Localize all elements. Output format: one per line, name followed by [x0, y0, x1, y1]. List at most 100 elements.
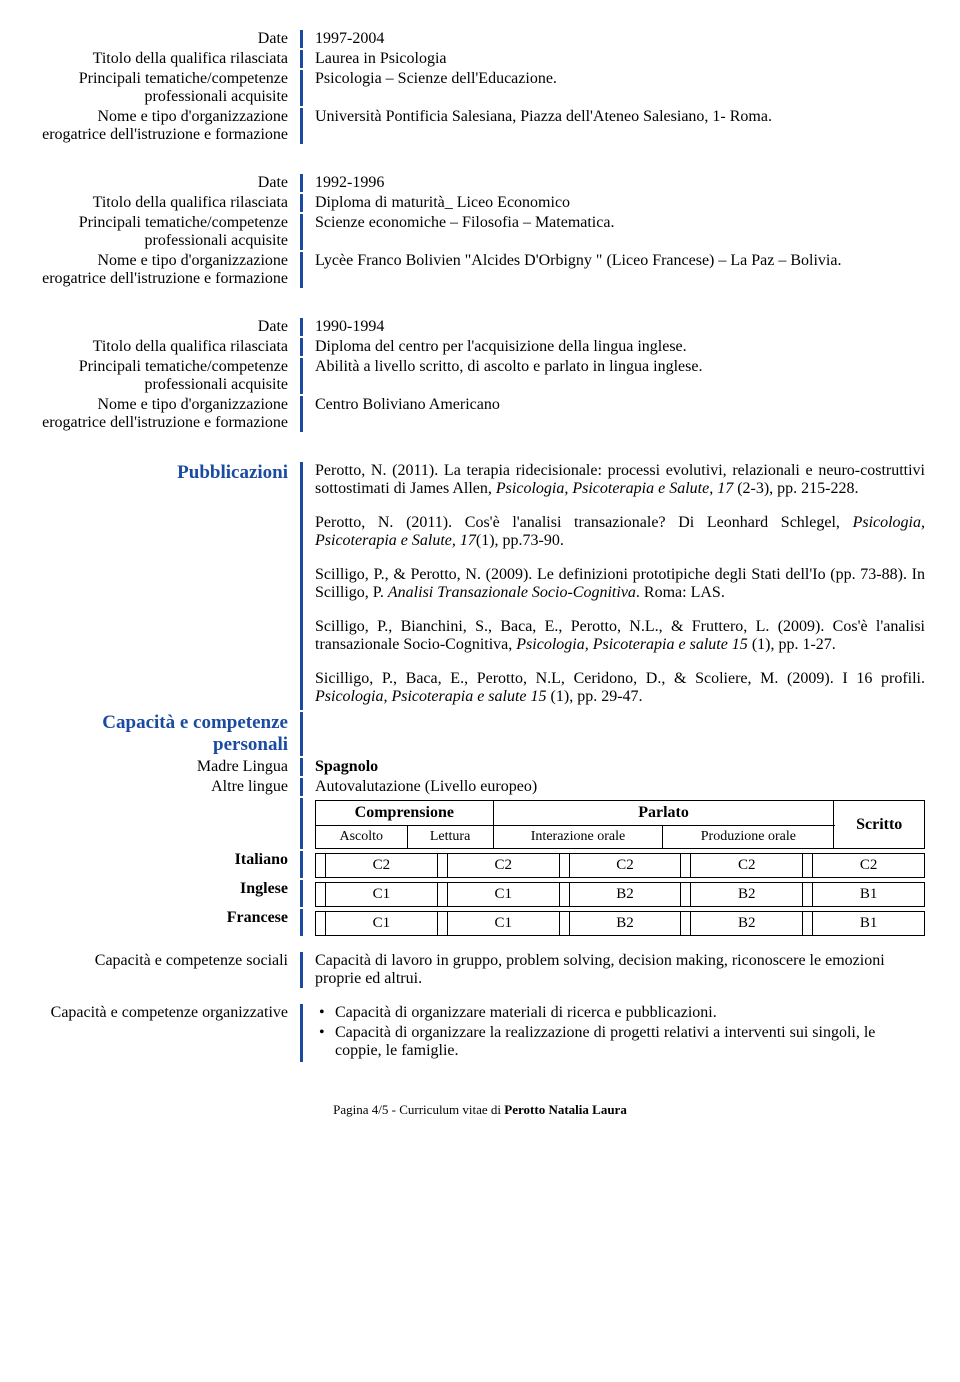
- col-parlato: Parlato: [493, 801, 834, 826]
- social-skills-row: Capacità e competenze sociali Capacità d…: [35, 952, 925, 988]
- edu2-date-row: Date 1992-1996: [35, 174, 925, 192]
- publications-header-row: Pubblicazioni Perotto, N. (2011). La ter…: [35, 462, 925, 710]
- pub1-italic: Psicologia, Psicoterapia e Salute, 17: [496, 480, 737, 497]
- edu3-subjects-value: Abilità a livello scritto, di ascolto e …: [303, 358, 925, 394]
- lang-it-cells: C2 C2 C2 C2 C2: [303, 851, 925, 878]
- en-ascolto: C1: [326, 883, 438, 907]
- pub2-tail: (1), pp.73-90.: [476, 532, 564, 549]
- org-skills-value: Capacità di organizzare materiali di ric…: [303, 1004, 925, 1062]
- lang-italian-label: Italiano: [35, 851, 300, 878]
- edu2-org-value: Lycèe Franco Bolivien "Alcides D'Orbigny…: [303, 252, 925, 288]
- edu1-title-label: Titolo della qualifica rilasciata: [35, 50, 300, 68]
- edu3-date-row: Date 1990-1994: [35, 318, 925, 336]
- pub5-text: Sicilligo, P., Baca, E., Perotto, N.L, C…: [315, 670, 925, 687]
- edu3-org-row: Nome e tipo d'organizzazione erogatrice …: [35, 396, 925, 432]
- edu2-title-label: Titolo della qualifica rilasciata: [35, 194, 300, 212]
- lang-fr-table: C1 C1 B2 B2 B1: [315, 911, 925, 936]
- edu3-title-row: Titolo della qualifica rilasciata Diplom…: [35, 338, 925, 356]
- mother-tongue-row: Madre Lingua Spagnolo: [35, 758, 925, 776]
- page-footer: Pagina 4/5 - Curriculum vitae di Perotto…: [35, 1102, 925, 1118]
- language-table-row: Comprensione Parlato Scritto Ascolto Let…: [35, 798, 925, 849]
- fr-lettura: C1: [447, 912, 559, 936]
- edu1-org-label: Nome e tipo d'organizzazione erogatrice …: [35, 108, 300, 144]
- edu3-title-value: Diploma del centro per l'acquisizione de…: [303, 338, 925, 356]
- skills-header-row: Capacità e competenze personali: [35, 712, 925, 756]
- lang-subheader-row: Ascolto Lettura Interazione orale Produz…: [316, 826, 925, 849]
- it-scritto: C2: [813, 854, 925, 878]
- mother-tongue-label: Madre Lingua: [35, 758, 300, 776]
- en-scritto: B1: [813, 883, 925, 907]
- edu2-org-row: Nome e tipo d'organizzazione erogatrice …: [35, 252, 925, 288]
- col-comprensione: Comprensione: [316, 801, 494, 826]
- other-languages-row: Altre lingue Autovalutazione (Livello eu…: [35, 778, 925, 796]
- pub4-tail: (1), pp. 1-27.: [752, 636, 836, 653]
- pub3-italic: Analisi Transazionale Socio-Cognitiva: [388, 584, 636, 601]
- edu3-date-value: 1990-1994: [303, 318, 925, 336]
- en-prod: B2: [691, 883, 803, 907]
- sub-lettura: Lettura: [407, 826, 493, 849]
- publications-header: Pubblicazioni: [35, 462, 300, 710]
- lang-en-table: C1 C1 B2 B2 B1: [315, 882, 925, 907]
- edu1-date-label: Date: [35, 30, 300, 48]
- publication-3: Scilligo, P., & Perotto, N. (2009). Le d…: [315, 566, 925, 602]
- col-scritto: Scritto: [834, 801, 925, 849]
- publication-5: Sicilligo, P., Baca, E., Perotto, N.L, C…: [315, 670, 925, 706]
- edu3-org-value: Centro Boliviano Americano: [303, 396, 925, 432]
- edu2-subjects-row: Principali tematiche/competenze professi…: [35, 214, 925, 250]
- publication-2: Perotto, N. (2011). Cos'è l'analisi tran…: [315, 514, 925, 550]
- pub5-italic: Psicologia, Psicoterapia e salute 15: [315, 688, 551, 705]
- publication-1: Perotto, N. (2011). La terapia ridecisio…: [315, 462, 925, 498]
- lang-en-cells: C1 C1 B2 B2 B1: [303, 880, 925, 907]
- fr-prod: B2: [691, 912, 803, 936]
- publication-4: Scilligo, P., Bianchini, S., Baca, E., P…: [315, 618, 925, 654]
- pub5-tail: (1), pp. 29-47.: [551, 688, 643, 705]
- edu1-org-row: Nome e tipo d'organizzazione erogatrice …: [35, 108, 925, 144]
- it-lettura: C2: [447, 854, 559, 878]
- lang-french-row: Francese C1 C1 B2 B2 B1: [35, 909, 925, 936]
- lang-header-row: Comprensione Parlato Scritto: [316, 801, 925, 826]
- it-ascolto: C2: [326, 854, 438, 878]
- social-skills-value: Capacità di lavoro in gruppo, problem so…: [303, 952, 925, 988]
- social-skills-label: Capacità e competenze sociali: [35, 952, 300, 988]
- it-inter: C2: [569, 854, 681, 878]
- lang-italian-row: Italiano C2 C2 C2 C2 C2: [35, 851, 925, 878]
- edu1-date-value: 1997-2004: [303, 30, 925, 48]
- edu2-date-label: Date: [35, 174, 300, 192]
- fr-ascolto: C1: [326, 912, 438, 936]
- sub-ascolto: Ascolto: [316, 826, 408, 849]
- edu2-subjects-value: Scienze economiche – Filosofia – Matemat…: [303, 214, 925, 250]
- footer-text: Pagina 4/5 - Curriculum vitae di: [333, 1102, 504, 1117]
- lang-table-labels: [35, 798, 300, 849]
- edu2-date-value: 1992-1996: [303, 174, 925, 192]
- edu2-org-label: Nome e tipo d'organizzazione erogatrice …: [35, 252, 300, 288]
- fr-scritto: B1: [813, 912, 925, 936]
- pub2-text: Perotto, N. (2011). Cos'è l'analisi tran…: [315, 514, 853, 531]
- org-skills-label: Capacità e competenze organizzative: [35, 1004, 300, 1062]
- publications-body: Perotto, N. (2011). La terapia ridecisio…: [303, 462, 925, 710]
- language-table: Comprensione Parlato Scritto Ascolto Let…: [315, 800, 925, 849]
- org-skills-list: Capacità di organizzare materiali di ric…: [315, 1004, 925, 1060]
- lang-english-label: Inglese: [35, 880, 300, 907]
- en-inter: B2: [569, 883, 681, 907]
- edu1-date-row: Date 1997-2004: [35, 30, 925, 48]
- footer-name: Perotto Natalia Laura: [504, 1102, 627, 1117]
- edu3-subjects-label: Principali tematiche/competenze professi…: [35, 358, 300, 394]
- lang-fr-cells: C1 C1 B2 B2 B1: [303, 909, 925, 936]
- pub3-tail: . Roma: LAS.: [636, 584, 725, 601]
- edu2-subjects-label: Principali tematiche/competenze professi…: [35, 214, 300, 250]
- mother-tongue-value: Spagnolo: [303, 758, 925, 776]
- lang-french-label: Francese: [35, 909, 300, 936]
- edu3-subjects-row: Principali tematiche/competenze professi…: [35, 358, 925, 394]
- skills-header: Capacità e competenze personali: [35, 712, 300, 756]
- edu2-title-value: Diploma di maturità_ Liceo Economico: [303, 194, 925, 212]
- org-skills-row: Capacità e competenze organizzative Capa…: [35, 1004, 925, 1062]
- edu1-subjects-label: Principali tematiche/competenze professi…: [35, 70, 300, 106]
- lang-english-row: Inglese C1 C1 B2 B2 B1: [35, 880, 925, 907]
- org-bullet-1: Capacità di organizzare materiali di ric…: [315, 1004, 925, 1022]
- fr-inter: B2: [569, 912, 681, 936]
- lang-it-table: C2 C2 C2 C2 C2: [315, 853, 925, 878]
- edu3-title-label: Titolo della qualifica rilasciata: [35, 338, 300, 356]
- pub4-italic: Psicologia, Psicoterapia e salute 15: [516, 636, 752, 653]
- edu2-title-row: Titolo della qualifica rilasciata Diplom…: [35, 194, 925, 212]
- skills-empty: [303, 712, 925, 756]
